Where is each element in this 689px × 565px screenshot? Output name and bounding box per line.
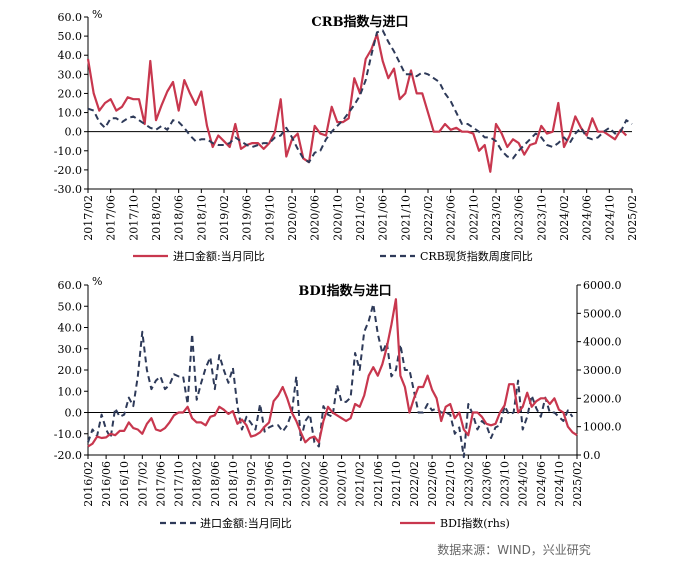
x-tick-label: 2022/06 [445, 195, 458, 241]
x-tick-label: 2023/06 [480, 461, 493, 507]
legend-label-2: BDI指数(rhs) [440, 516, 510, 530]
x-tick-label: 2019/02 [218, 195, 231, 241]
legend-label-1: 进口金额:当月同比 [173, 249, 265, 263]
x-tick-label: 2022/06 [426, 461, 439, 507]
x-tick-label: 2021/06 [372, 461, 385, 507]
series-line-1 [87, 303, 574, 459]
y-tick-label: -10.0 [54, 428, 82, 441]
y-tick-label: 50.0 [58, 300, 83, 313]
y2-tick-label: 5000.0 [583, 307, 622, 320]
y-tick-label: 30.0 [58, 68, 83, 81]
legend-label-1: 进口金额:当月同比 [200, 516, 292, 530]
x-tick-label: 2017/02 [136, 461, 149, 507]
x-tick-label: 2023/10 [499, 461, 512, 507]
series-line-2 [87, 29, 633, 164]
x-tick-label: 2019/06 [263, 461, 276, 507]
x-tick-label: 2024/02 [517, 461, 530, 507]
x-tick-label: 2020/06 [309, 195, 322, 241]
x-tick-label: 2017/06 [105, 195, 118, 241]
crb-chart: 60.0 50.0 40.0 30.0 20.0 10.0 0.0 -10.0 -20.0 -30… [54, 8, 639, 263]
y-tick-label: 20.0 [58, 364, 83, 377]
x-tick-label: 2022/10 [444, 461, 457, 507]
x-tick-label: 2023/02 [490, 195, 503, 241]
y-tick-label: 0.0 [65, 126, 83, 139]
y-tick-label: -10.0 [54, 145, 82, 158]
y2-tick-label: 0.0 [583, 449, 601, 462]
x-tick-label: 2018/10 [195, 195, 208, 241]
x-tick-label: 2022/02 [408, 461, 421, 507]
x-tick-label: 2018/06 [173, 195, 186, 241]
x-tick-label: 2016/10 [118, 461, 131, 507]
x-tick-label: 2017/02 [82, 195, 95, 241]
bdi-chart: 60.0 50.0 40.0 30.0 20.0 10.0 0.0 -10.0 -20.0 600… [54, 275, 622, 530]
x-tick-label: 2023/02 [462, 461, 475, 507]
x-tick-label: 2020/10 [331, 195, 344, 241]
x-tick-label: 2022/10 [467, 195, 480, 241]
x-tick-label: 2018/06 [209, 461, 222, 507]
y2-tick-label: 2000.0 [583, 392, 622, 405]
y-tick-label: 60.0 [58, 279, 83, 292]
x-tick-label: 2025/02 [626, 195, 639, 241]
series-line-2 [87, 298, 578, 448]
y2-tick-label: 4000.0 [583, 336, 622, 349]
y-tick-label: -30.0 [54, 183, 82, 196]
x-tick-label: 2020/02 [286, 195, 299, 241]
x-tick-label: 2017/06 [154, 461, 167, 507]
y-tick-label: 40.0 [58, 322, 83, 335]
y2-tick-label: 1000.0 [583, 421, 622, 434]
x-tick-label: 2017/10 [127, 195, 140, 241]
x-tick-label: 2016/02 [82, 461, 95, 507]
legend-label-2: CRB现货指数周度同比 [420, 249, 533, 263]
x-tick-label: 2025/02 [571, 461, 584, 507]
x-tick-label: 2021/10 [390, 461, 403, 507]
y-tick-label: -20.0 [54, 449, 82, 462]
x-tick-label: 2016/06 [100, 461, 113, 507]
y-tick-label: 50.0 [58, 30, 83, 43]
series-line-1 [86, 33, 628, 173]
x-tick-label: 2021/02 [354, 461, 367, 507]
x-tick-label: 2018/02 [191, 461, 204, 507]
y-tick-label: 20.0 [58, 87, 83, 100]
x-tick-label: 2023/06 [513, 195, 526, 241]
x-tick-label: 2021/06 [377, 195, 390, 241]
x-tick-label: 2024/10 [553, 461, 566, 507]
chart-title: CRB指数与进口 [311, 14, 408, 30]
x-tick-label: 2018/10 [227, 461, 240, 507]
x-tick-label: 2020/06 [317, 461, 330, 507]
y2-tick-label: 6000.0 [583, 279, 622, 292]
y-tick-label: -20.0 [54, 164, 82, 177]
x-tick-label: 2024/10 [603, 195, 616, 241]
y-tick-label: 0.0 [65, 407, 83, 420]
x-tick-label: 2020/02 [299, 461, 312, 507]
x-tick-label: 2017/10 [173, 461, 186, 507]
x-tick-label: 2021/02 [354, 195, 367, 241]
x-tick-label: 2023/10 [535, 195, 548, 241]
y-tick-label: 30.0 [58, 343, 83, 356]
x-tick-label: 2019/06 [241, 195, 254, 241]
y-axis-unit: % [92, 8, 102, 21]
x-tick-label: 2019/02 [245, 461, 258, 507]
y-tick-label: 60.0 [58, 11, 83, 24]
y2-tick-label: 3000.0 [583, 364, 622, 377]
y-tick-label: 40.0 [58, 49, 83, 62]
y-axis-unit: % [92, 275, 102, 288]
x-tick-label: 2019/10 [263, 195, 276, 241]
x-tick-label: 2022/02 [422, 195, 435, 241]
x-tick-label: 2018/02 [150, 195, 163, 241]
x-tick-label: 2020/10 [336, 461, 349, 507]
chart-title: BDI指数与进口 [298, 283, 391, 299]
source-note: 数据来源：WIND，兴业研究 [437, 542, 591, 557]
y-tick-label: 10.0 [58, 107, 83, 120]
y-tick-label: 10.0 [58, 385, 83, 398]
x-tick-label: 2024/06 [581, 195, 594, 241]
x-tick-label: 2024/02 [558, 195, 571, 241]
x-tick-label: 2019/10 [281, 461, 294, 507]
x-tick-label: 2024/06 [535, 461, 548, 507]
x-tick-label: 2021/10 [399, 195, 412, 241]
